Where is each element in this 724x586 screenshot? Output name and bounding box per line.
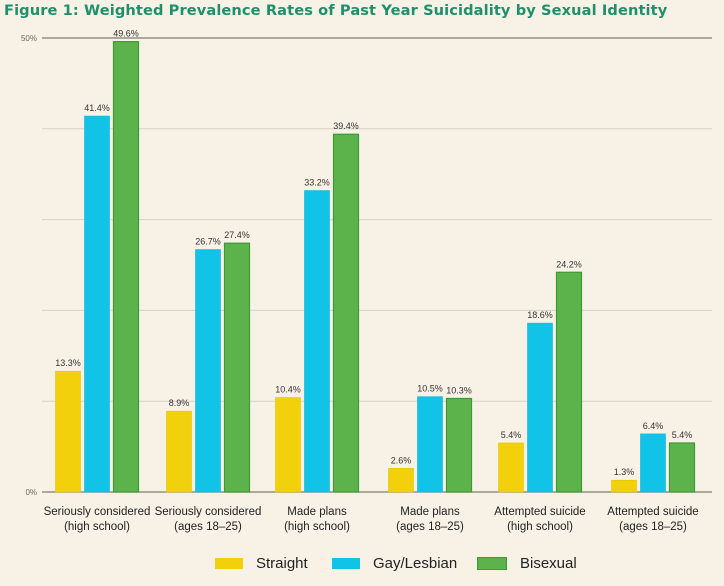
value-labels: 13.3% 41.4% 49.6% 8.9% 26.7%27.4% 10.4% 33.2% 3… (55, 29, 692, 478)
legend-label-straight: Straight (256, 555, 308, 572)
bar-gay-lesbian-0 (84, 115, 110, 493)
value-label: 26.7% (195, 237, 221, 247)
legend-item-bisexual: Bisexual (477, 555, 577, 572)
value-label: 49.6% (113, 29, 139, 39)
value-label: 10.5% (417, 384, 443, 394)
legend-item-straight: Straight (215, 555, 308, 572)
bars (55, 41, 696, 493)
value-label: 5.4% (672, 430, 693, 440)
category-label: Seriously considered (ages 18–25) (155, 506, 262, 533)
value-label: 33.2% (304, 178, 330, 188)
legend-label-gay-lesbian: Gay/Lesbian (373, 555, 458, 572)
value-label: 39.4% (333, 121, 359, 131)
bar-gay-lesbian-2 (304, 190, 330, 493)
value-label: 24.2% (556, 259, 582, 269)
value-label: 2.6% (391, 455, 412, 465)
legend-item-gay-lesbian: Gay/Lesbian (332, 555, 457, 572)
gridlines (42, 37, 712, 493)
legend: Straight Gay/Lesbian Bisexual (0, 555, 724, 581)
bar-gay-lesbian-4 (527, 322, 553, 493)
bar-bisexual-5 (668, 442, 696, 493)
bar-chart: 13.3% 41.4% 49.6% 8.9% 26.7%27.4% 10.4% 33.2% 3… (21, 29, 712, 533)
bar-bisexual-2 (332, 133, 360, 493)
legend-swatch-bisexual (477, 557, 507, 570)
bar-straight-2 (275, 397, 301, 493)
value-label: 1.3% (614, 467, 635, 477)
bar-bisexual-1 (223, 242, 251, 493)
value-label: 10.3% (446, 385, 472, 395)
category-label: Attempted suicide (ages 18–25) (607, 506, 698, 533)
bar-straight-0 (55, 370, 81, 493)
y-tick-label: 50% (21, 34, 37, 43)
bar-bisexual-3 (445, 397, 473, 493)
value-label: 27.4% (224, 230, 250, 240)
value-label: 6.4% (643, 421, 664, 431)
value-label: 13.3% (55, 358, 81, 368)
y-tick-label: 0% (25, 488, 37, 497)
category-label: Seriously considered (high school) (44, 506, 151, 533)
bar-bisexual-4 (555, 271, 583, 493)
legend-swatch-gay-lesbian (332, 558, 360, 569)
value-label: 18.6% (527, 310, 553, 320)
value-label: 8.9% (169, 398, 190, 408)
bar-gay-lesbian-5 (640, 433, 666, 493)
bar-gay-lesbian-1 (195, 249, 221, 493)
category-label: Attempted suicide (high school) (494, 506, 585, 533)
legend-label-bisexual: Bisexual (520, 555, 577, 572)
y-tick-labels: 0% 50% (21, 34, 37, 497)
value-label: 10.4% (275, 385, 301, 395)
bar-bisexual-0 (112, 41, 140, 493)
value-label: 41.4% (84, 103, 110, 113)
value-label: 5.4% (501, 430, 522, 440)
bar-gay-lesbian-3 (417, 396, 443, 493)
category-labels: Seriously considered (high school)Serious… (44, 506, 699, 533)
category-label: Made plans (ages 18–25) (396, 506, 464, 533)
category-label: Made plans (high school) (284, 506, 350, 533)
bar-straight-1 (166, 410, 192, 493)
bar-straight-5 (611, 479, 637, 493)
legend-swatch-straight (215, 558, 243, 569)
bar-straight-4 (498, 442, 524, 493)
chart-title: Figure 1: Weighted Prevalence Rates of P… (4, 2, 668, 19)
bar-straight-3 (388, 468, 414, 493)
